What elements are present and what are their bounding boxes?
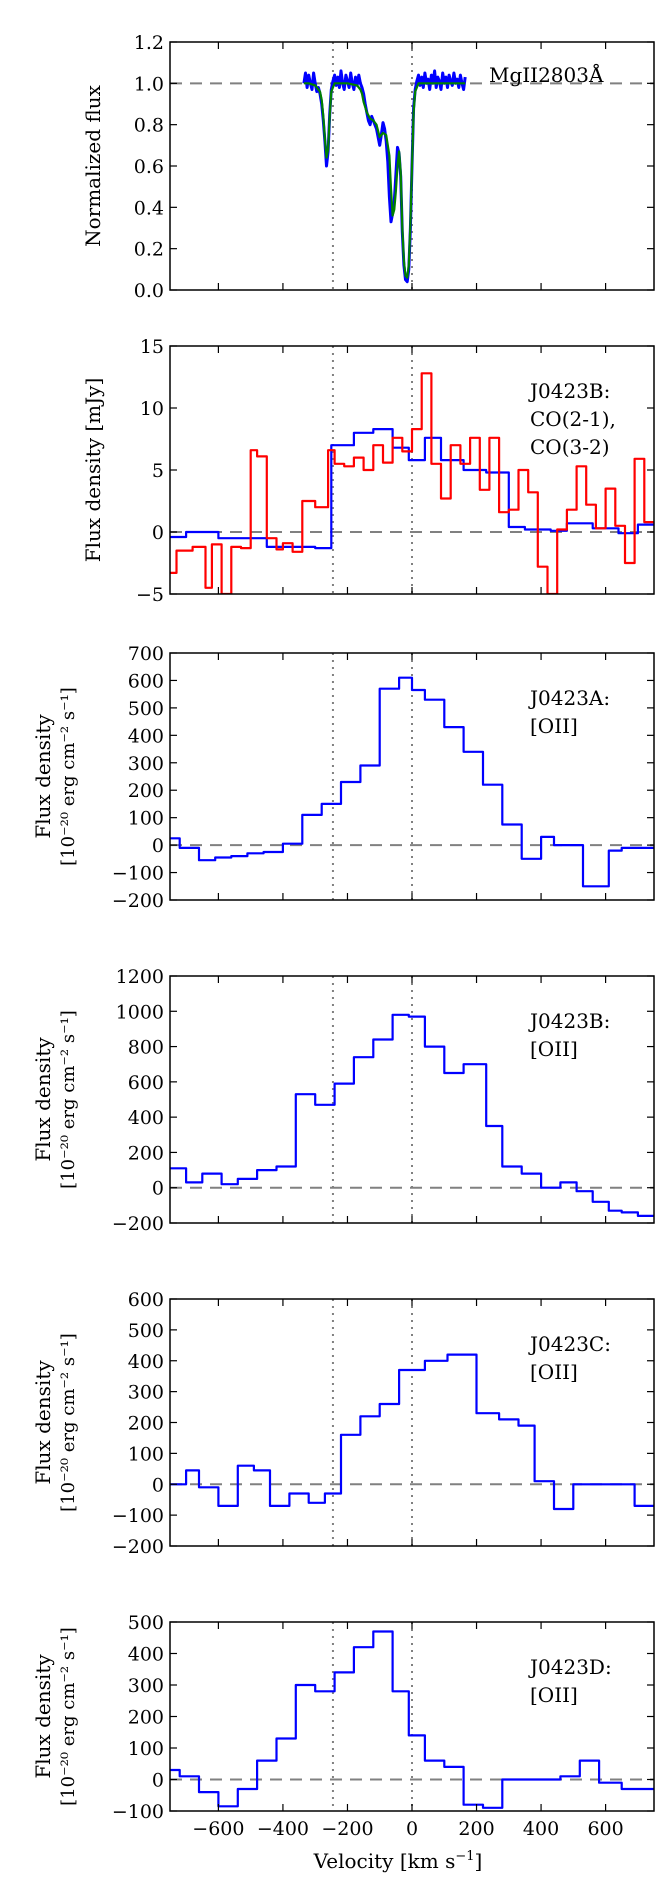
y-axis-label: Flux density (31, 714, 55, 839)
y-tick-label: 0 (152, 1178, 164, 1200)
x-axis-label: Velocity [km s−1] (313, 1849, 483, 1873)
y-tick-label: 200 (128, 780, 164, 802)
y-tick-label: 200 (128, 1142, 164, 1164)
y-tick-label: 0.0 (134, 280, 164, 302)
y-axis-units-label: [10⁻²⁰ erg cm⁻² s⁻¹] (58, 687, 79, 866)
panel-annotation: J0423A: (528, 686, 610, 710)
y-tick-label: −200 (112, 1536, 164, 1558)
y-tick-label: 500 (128, 698, 164, 720)
panel-b: −200 0 200 400 600 800 1000 1200 Flux density [10… (31, 966, 655, 1235)
y-tick-label: 0.2 (134, 239, 164, 261)
y-tick-label: −100 (112, 863, 164, 885)
y-tick-label: 15 (140, 336, 164, 358)
x-tick-label: 400 (523, 1818, 559, 1840)
y-axis-label: Flux density (31, 1654, 55, 1779)
series-co-3-2- (170, 372, 654, 594)
x-tick-label: −600 (192, 1818, 244, 1840)
x-tick-label: −400 (257, 1818, 309, 1840)
series-j0423c-oii- (170, 1353, 654, 1511)
panel-co: −5 0 5 10 15 Flux density [mJy] J0423B: CO(2-1)… (81, 336, 655, 606)
y-tick-label: 1.0 (134, 73, 164, 95)
y-axis-label: Normalized flux (81, 84, 105, 247)
y-tick-label: −100 (112, 1505, 164, 1527)
y-tick-label: 1000 (116, 1001, 164, 1023)
y-tick-label: 0.4 (134, 197, 164, 219)
x-tick-label: 600 (587, 1818, 623, 1840)
y-tick-label: 0.6 (134, 156, 164, 178)
panel-annotation: [OII] (530, 1683, 578, 1707)
y-tick-label: 600 (128, 1072, 164, 1094)
y-tick-label: −200 (112, 890, 164, 912)
y-tick-label: 700 (128, 643, 164, 665)
panel-annotation: [OII] (530, 714, 578, 738)
y-axis-label: Flux density [mJy] (81, 378, 105, 563)
y-axis-label: Flux density (31, 1360, 55, 1485)
series-j0423b-oii- (170, 1013, 654, 1217)
y-tick-label: 300 (128, 1382, 164, 1404)
panel-annotation: [OII] (530, 1360, 578, 1384)
y-tick-label: 400 (128, 1644, 164, 1666)
y-tick-label: 10 (140, 398, 164, 420)
y-axis-label: Flux density (31, 1037, 55, 1162)
y-tick-label: −200 (112, 1213, 164, 1235)
y-tick-label: 1200 (116, 966, 164, 988)
panel-d: −100 0 100 200 300 400 500 −600 −400 −200 0 200 400 6… (31, 1612, 655, 1840)
series-j0423d-oii- (170, 1630, 654, 1809)
y-tick-label: 800 (128, 1037, 164, 1059)
panel-annotation: J0423D: (528, 1655, 612, 1679)
panel-annotation: J0423B: (528, 379, 610, 403)
y-tick-label: 0 (152, 522, 164, 544)
y-tick-label: 0 (152, 835, 164, 857)
series-j0423a-oii- (170, 676, 654, 888)
panel-annotation: MgII2803Å (489, 62, 604, 87)
y-tick-label: −100 (112, 1801, 164, 1823)
y-tick-label: 5 (152, 460, 164, 482)
y-tick-label: 100 (128, 1738, 164, 1760)
y-axis-units-label: [10⁻²⁰ erg cm⁻² s⁻¹] (58, 1627, 79, 1806)
y-tick-label: 200 (128, 1413, 164, 1435)
panel-mgii: 0.0 0.2 0.4 0.6 0.8 1.0 1.2 Normalized flux MgII… (81, 32, 655, 302)
y-tick-label: 0 (152, 1770, 164, 1792)
y-tick-label: −5 (136, 584, 164, 606)
y-tick-label: 100 (128, 808, 164, 830)
x-tick-label: −200 (321, 1818, 373, 1840)
y-tick-label: 600 (128, 1289, 164, 1311)
y-tick-label: 0 (152, 1474, 164, 1496)
y-tick-label: 500 (128, 1612, 164, 1634)
y-tick-label: 500 (128, 1320, 164, 1342)
y-tick-label: 200 (128, 1707, 164, 1729)
y-tick-label: 0.8 (134, 115, 164, 137)
panel-annotation: [OII] (530, 1037, 578, 1061)
y-tick-label: 100 (128, 1443, 164, 1465)
x-tick-label: 200 (458, 1818, 494, 1840)
series-co-2-1- (170, 428, 654, 550)
panel-a: −200 −100 0 100 200 300 400 500 600 700 Flux densi… (31, 643, 655, 912)
y-tick-label: 400 (128, 725, 164, 747)
y-axis-units-label: [10⁻²⁰ erg cm⁻² s⁻¹] (58, 1010, 79, 1189)
panel-annotation: CO(2-1), (530, 407, 616, 431)
y-tick-label: 300 (128, 1675, 164, 1697)
y-axis-units-label: [10⁻²⁰ erg cm⁻² s⁻¹] (58, 1333, 79, 1512)
y-tick-label: 400 (128, 1351, 164, 1373)
y-tick-label: 1.2 (134, 32, 164, 54)
series-data (302, 69, 467, 284)
y-tick-label: 600 (128, 670, 164, 692)
panel-annotation: J0423C: (528, 1332, 611, 1356)
panel-annotation: J0423B: (528, 1009, 610, 1033)
y-tick-label: 300 (128, 753, 164, 775)
series-fit (303, 82, 466, 279)
y-tick-label: 400 (128, 1107, 164, 1129)
panel-annotation: CO(3-2) (530, 435, 610, 459)
x-tick-label: 0 (406, 1818, 418, 1840)
